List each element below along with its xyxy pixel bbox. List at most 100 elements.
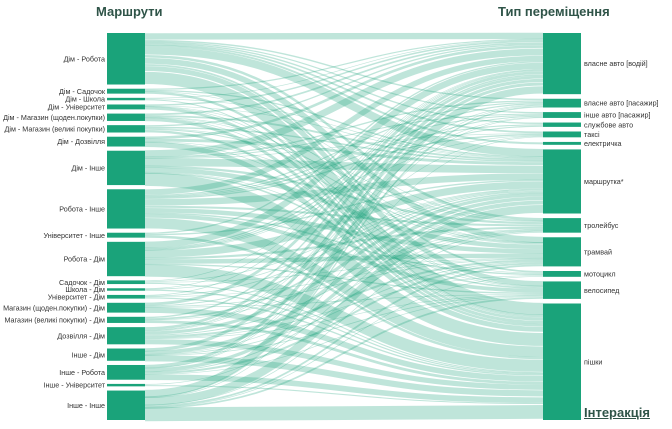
route-node[interactable] [107, 302, 145, 313]
flow-link [144, 165, 544, 225]
flow-link [144, 196, 544, 355]
flow-link [144, 297, 544, 409]
flow-link [144, 258, 544, 308]
route-node[interactable] [107, 33, 145, 85]
flow-link [144, 172, 544, 346]
movement-type-nodes: власне авто [водій] власне авто [пасажир]… [543, 33, 659, 420]
movement-type-node[interactable] [543, 281, 581, 299]
flow-link [144, 129, 544, 327]
movement-type-node[interactable] [543, 33, 581, 95]
flow-link [144, 213, 544, 293]
flow-link [144, 55, 544, 195]
route-node[interactable] [107, 327, 145, 345]
flow-link [144, 43, 544, 127]
flow-link [144, 173, 544, 206]
interaction-link[interactable]: Інтеракція [584, 405, 650, 420]
route-node[interactable] [107, 390, 145, 420]
flow-link [144, 74, 544, 319]
flow-link [144, 104, 544, 331]
flow-link [144, 69, 544, 282]
flow-link [144, 138, 544, 165]
route-node[interactable] [107, 150, 145, 186]
flow-link [144, 38, 544, 90]
movement-type-node[interactable] [543, 270, 581, 277]
flow-link [144, 133, 544, 160]
route-label: Дім - Університет [48, 103, 106, 112]
route-label: Дім - Школа [65, 95, 105, 104]
flow-link [144, 91, 544, 221]
movement-type-node[interactable] [543, 98, 581, 108]
route-node[interactable] [107, 88, 145, 94]
movement-type-node[interactable] [543, 131, 581, 138]
route-node[interactable] [107, 232, 145, 238]
flow-link [144, 136, 544, 399]
route-node[interactable] [107, 383, 145, 387]
flow-link [144, 42, 544, 124]
route-node[interactable] [107, 97, 145, 101]
route-node[interactable] [107, 125, 145, 133]
flow-link [144, 385, 544, 405]
flow-link [144, 105, 544, 159]
flow-link [144, 188, 544, 282]
route-label: Дозвілля - Дім [57, 331, 105, 340]
flow-link [144, 66, 544, 287]
flow-link [144, 99, 544, 318]
flow-link [144, 307, 544, 382]
movement-type-node[interactable] [543, 141, 581, 145]
flow-link [144, 203, 544, 385]
flow-link [144, 86, 544, 398]
flow-link [144, 46, 544, 157]
flow-link [144, 261, 544, 356]
movement-type-node[interactable] [543, 149, 581, 214]
flow-link [144, 106, 544, 321]
movement-type-label: мотоцикл [584, 270, 616, 279]
flow-link [144, 70, 544, 296]
route-node[interactable] [107, 113, 145, 121]
flow-link [144, 212, 544, 276]
flow-link [144, 171, 544, 274]
route-node[interactable] [107, 280, 145, 285]
flow-links [144, 32, 544, 422]
flow-link [144, 62, 544, 248]
route-node[interactable] [107, 294, 145, 299]
movement-type-node[interactable] [543, 112, 581, 118]
flow-link [144, 181, 544, 258]
route-node[interactable] [107, 136, 145, 147]
flow-link [144, 71, 544, 315]
flow-link [144, 115, 544, 161]
movement-type-label: трамвай [584, 247, 612, 256]
flow-link [144, 262, 544, 375]
flow-link [144, 116, 544, 222]
route-node[interactable] [107, 241, 145, 277]
movement-type-label: електричка [584, 139, 622, 148]
route-label: Університет - Інше [43, 231, 105, 240]
route-node[interactable] [107, 348, 145, 361]
flow-link [144, 61, 544, 234]
movement-type-node[interactable] [543, 237, 581, 267]
flow-link [144, 275, 544, 339]
flow-link [144, 204, 544, 406]
route-node[interactable] [107, 316, 145, 323]
flow-link [144, 158, 544, 174]
flow-link [144, 258, 544, 298]
flow-link [144, 226, 544, 260]
flow-link [144, 296, 544, 375]
route-node[interactable] [107, 288, 145, 291]
movement-type-label: тролейбус [584, 221, 619, 230]
flow-link [144, 189, 544, 290]
flow-link [144, 106, 544, 243]
route-node[interactable] [107, 189, 145, 229]
movement-type-node[interactable] [543, 218, 581, 233]
flow-link [144, 189, 544, 297]
route-label: Дім - Інше [71, 163, 105, 172]
flow-link [144, 125, 544, 251]
movement-type-node[interactable] [543, 122, 581, 127]
movement-type-node[interactable] [543, 303, 581, 420]
flow-link [144, 135, 544, 251]
flow-link [144, 126, 544, 163]
route-node[interactable] [107, 104, 145, 110]
flow-link [144, 98, 544, 159]
route-node[interactable] [107, 364, 145, 380]
route-label: Робота - Дім [64, 255, 105, 264]
